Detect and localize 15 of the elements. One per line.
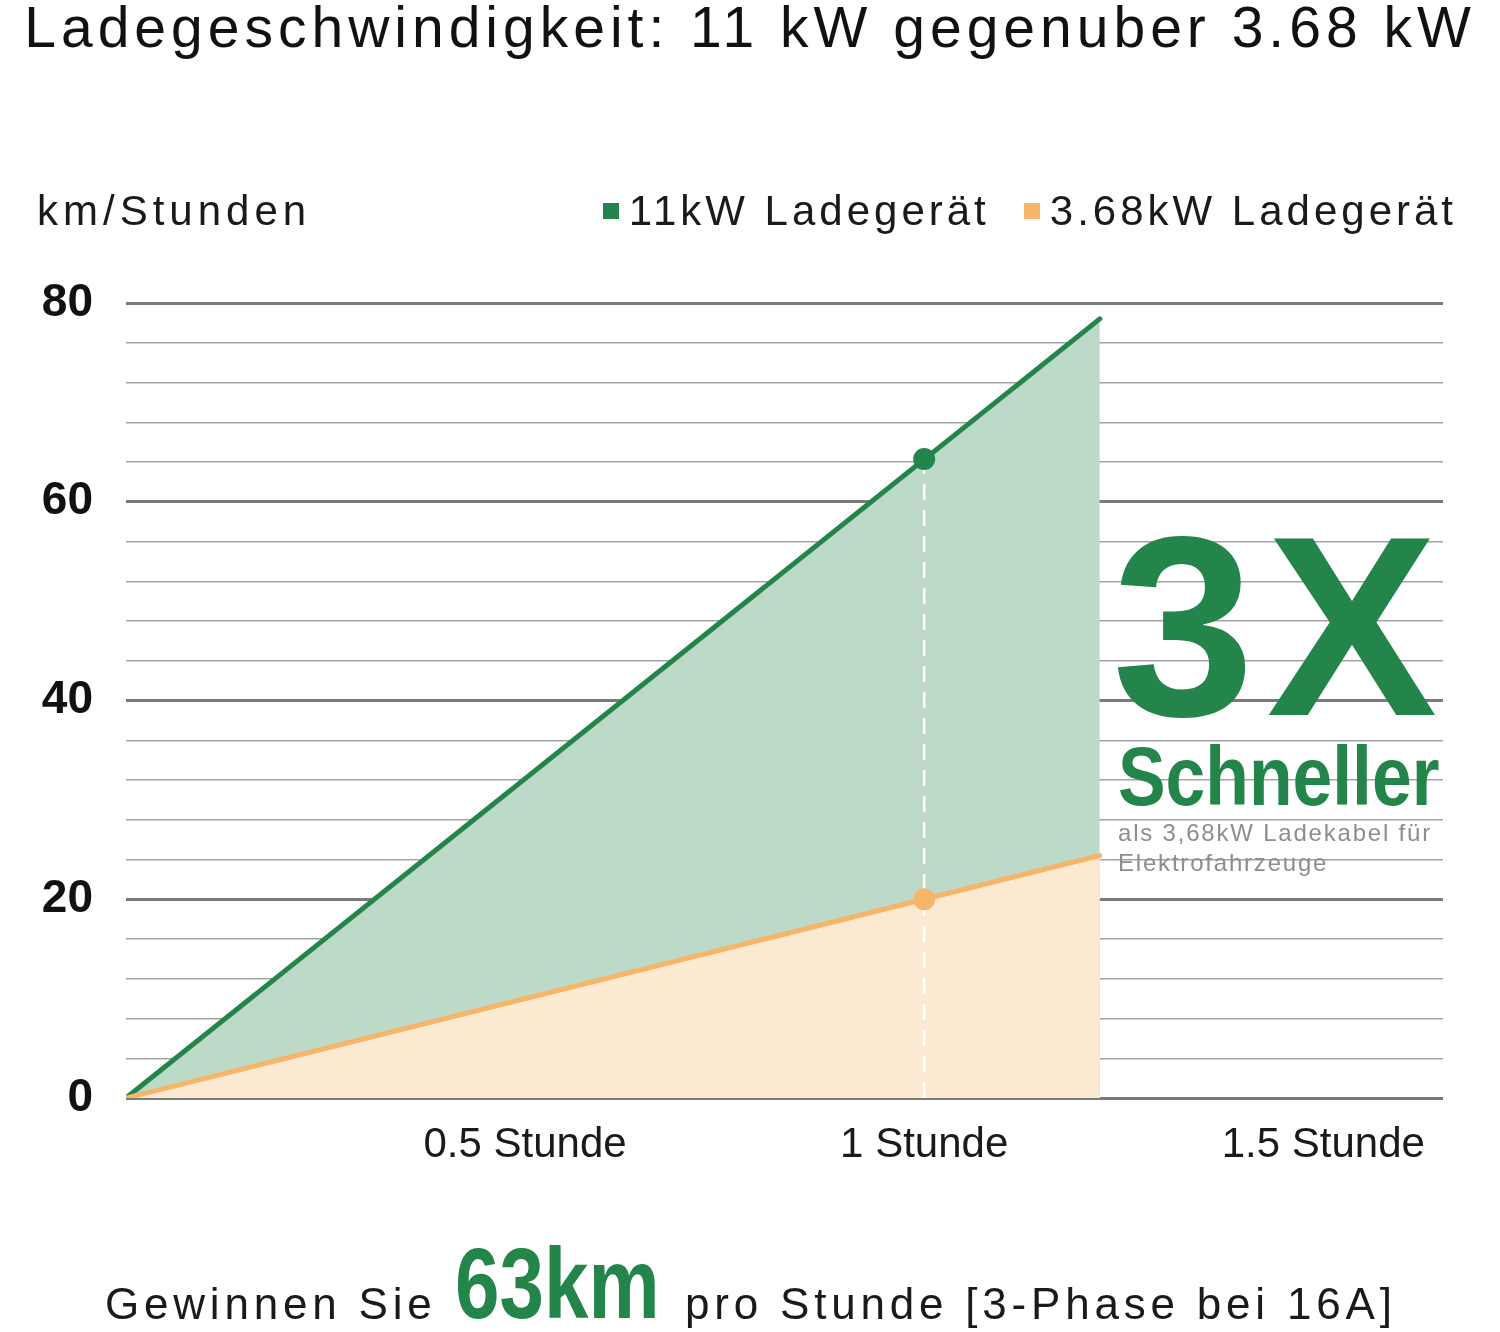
y-axis-title: km/Stunden bbox=[37, 187, 312, 234]
legend-label: 3.68kW Ladegerät bbox=[1049, 187, 1457, 234]
text: pro Stunde [3-Phase bei 16A] bbox=[685, 1279, 1397, 1328]
chart-title: Ladegeschwindigkeit: 11 kW gegenuber 3.68 kW bbox=[23, 0, 1477, 59]
y-tick-label: 20 bbox=[41, 869, 93, 922]
text: 63km bbox=[455, 1227, 660, 1332]
x-tick-label: 1 Stunde bbox=[840, 1118, 1009, 1166]
x-tick-label: 1.5 Stunde bbox=[1221, 1118, 1425, 1166]
text: Gewinnen Sie bbox=[105, 1279, 437, 1328]
y-tick-label: 60 bbox=[41, 472, 93, 525]
y-tick-label: 0 bbox=[67, 1068, 93, 1121]
y-tick-label: 80 bbox=[41, 273, 93, 326]
legend-label: 11kW Ladegerät bbox=[628, 187, 990, 234]
x-tick-label: 0.5 Stunde bbox=[423, 1118, 627, 1166]
y-tick-label: 40 bbox=[41, 671, 93, 724]
